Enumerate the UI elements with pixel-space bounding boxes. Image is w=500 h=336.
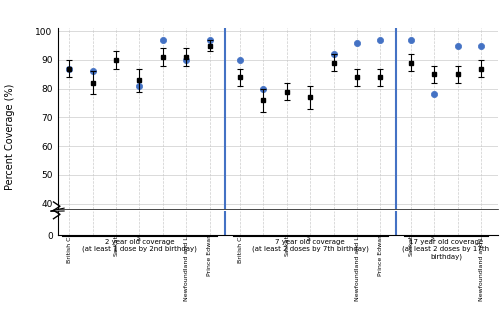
Text: Percent Coverage (%): Percent Coverage (%) [5, 84, 15, 190]
Text: 17 year old coverage
(at least 2 doses by 17th
birthday): 17 year old coverage (at least 2 doses b… [402, 239, 490, 259]
Legend: Coverage reported by P/T (%), Coverage estimated by 2013 cNICS 2013  (%) with 95: Coverage reported by P/T (%), Coverage e… [86, 0, 469, 2]
Text: 7 year old coverage
(at least 2 doses by 7th birthday): 7 year old coverage (at least 2 doses by… [252, 239, 368, 252]
Text: 2 year old coverage
(at least 1 dose by 2nd birthday): 2 year old coverage (at least 1 dose by … [82, 239, 197, 252]
